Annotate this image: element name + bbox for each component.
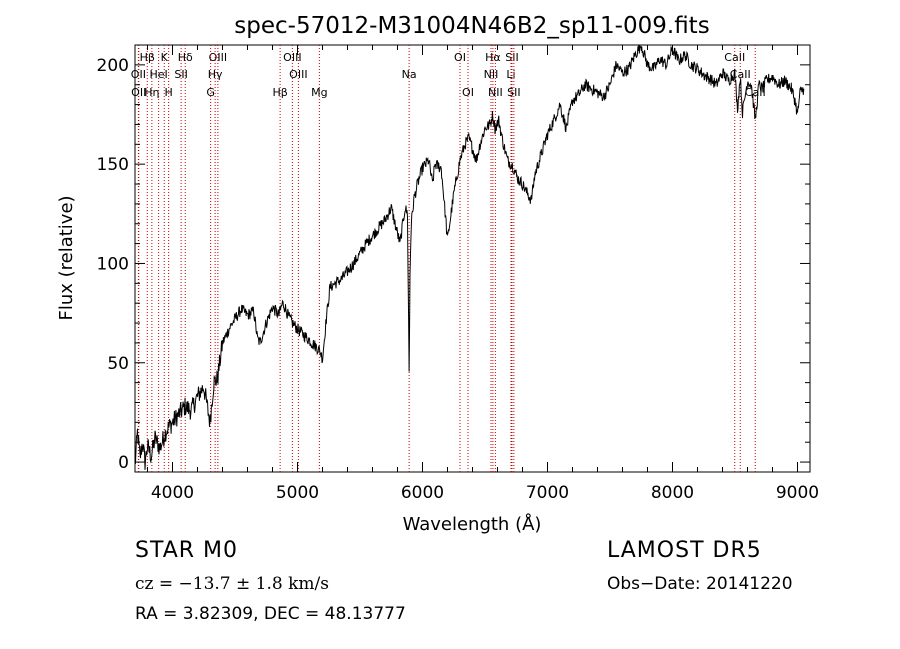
marker-label: Hγ (208, 68, 223, 81)
marker-label: H (164, 86, 172, 99)
y-tick-label: 100 (97, 254, 129, 274)
spectrum-line (134, 44, 805, 470)
object-class: STAR M0 (135, 538, 239, 563)
marker-label: OI (462, 86, 474, 99)
marker-label: K (161, 51, 169, 64)
marker-label: Mg (311, 86, 327, 99)
marker-label: OII (131, 68, 146, 81)
observation-date: Obs−Date: 20141220 (607, 574, 793, 594)
marker-label: Hα (485, 51, 501, 64)
marker-label: G (206, 86, 215, 99)
x-tick-label: 4000 (151, 483, 194, 503)
survey-name: LAMOST DR5 (607, 538, 762, 563)
x-tick-label: 7000 (526, 483, 569, 503)
marker-label: SII (174, 68, 187, 81)
x-axis-label: Wavelength (Å) (403, 513, 542, 535)
y-tick-label: 0 (118, 453, 129, 473)
marker-label: CaII (724, 51, 745, 64)
axis-ticks: 4000 5000 6000 7000 8000 9000 0 50 100 150 200 (97, 45, 819, 503)
chart-title: spec-57012-M31004N46B2_sp11-009.fits (234, 13, 709, 39)
plot-frame (134, 44, 811, 473)
x-tick-label: 6000 (401, 483, 444, 503)
y-tick-label: 50 (107, 354, 129, 374)
marker-label: Hδ (178, 51, 193, 64)
marker-label: HeI (149, 68, 167, 81)
x-tick-label: 5000 (276, 483, 319, 503)
marker-label: OIII (209, 51, 227, 64)
marker-label: Na (402, 68, 417, 81)
marker-label: OIII (283, 51, 301, 64)
marker-label: Hβ (272, 86, 287, 99)
y-tick-label: 200 (97, 56, 129, 76)
ra-dec-coordinates: RA = 3.82309, DEC = 48.13777 (135, 604, 406, 624)
y-tick-label: 150 (97, 155, 129, 175)
y-axis-label: Flux (relative) (56, 195, 77, 320)
marker-label: OIII (289, 68, 307, 81)
redshift-velocity: cz = −13.7 ± 1.8 km/s (135, 574, 329, 594)
x-tick-label: 8000 (651, 483, 694, 503)
marker-label: SII (505, 51, 518, 64)
marker-label: OI (454, 51, 466, 64)
marker-label: OII (131, 86, 146, 99)
x-tick-label: 9000 (776, 483, 819, 503)
marker-label: NII (484, 68, 499, 81)
marker-label: Hβ (140, 51, 155, 64)
marker-label: NII (488, 86, 503, 99)
marker-label: Hη (144, 86, 159, 99)
marker-label: Li (506, 68, 515, 81)
marker-label: SII (507, 86, 520, 99)
